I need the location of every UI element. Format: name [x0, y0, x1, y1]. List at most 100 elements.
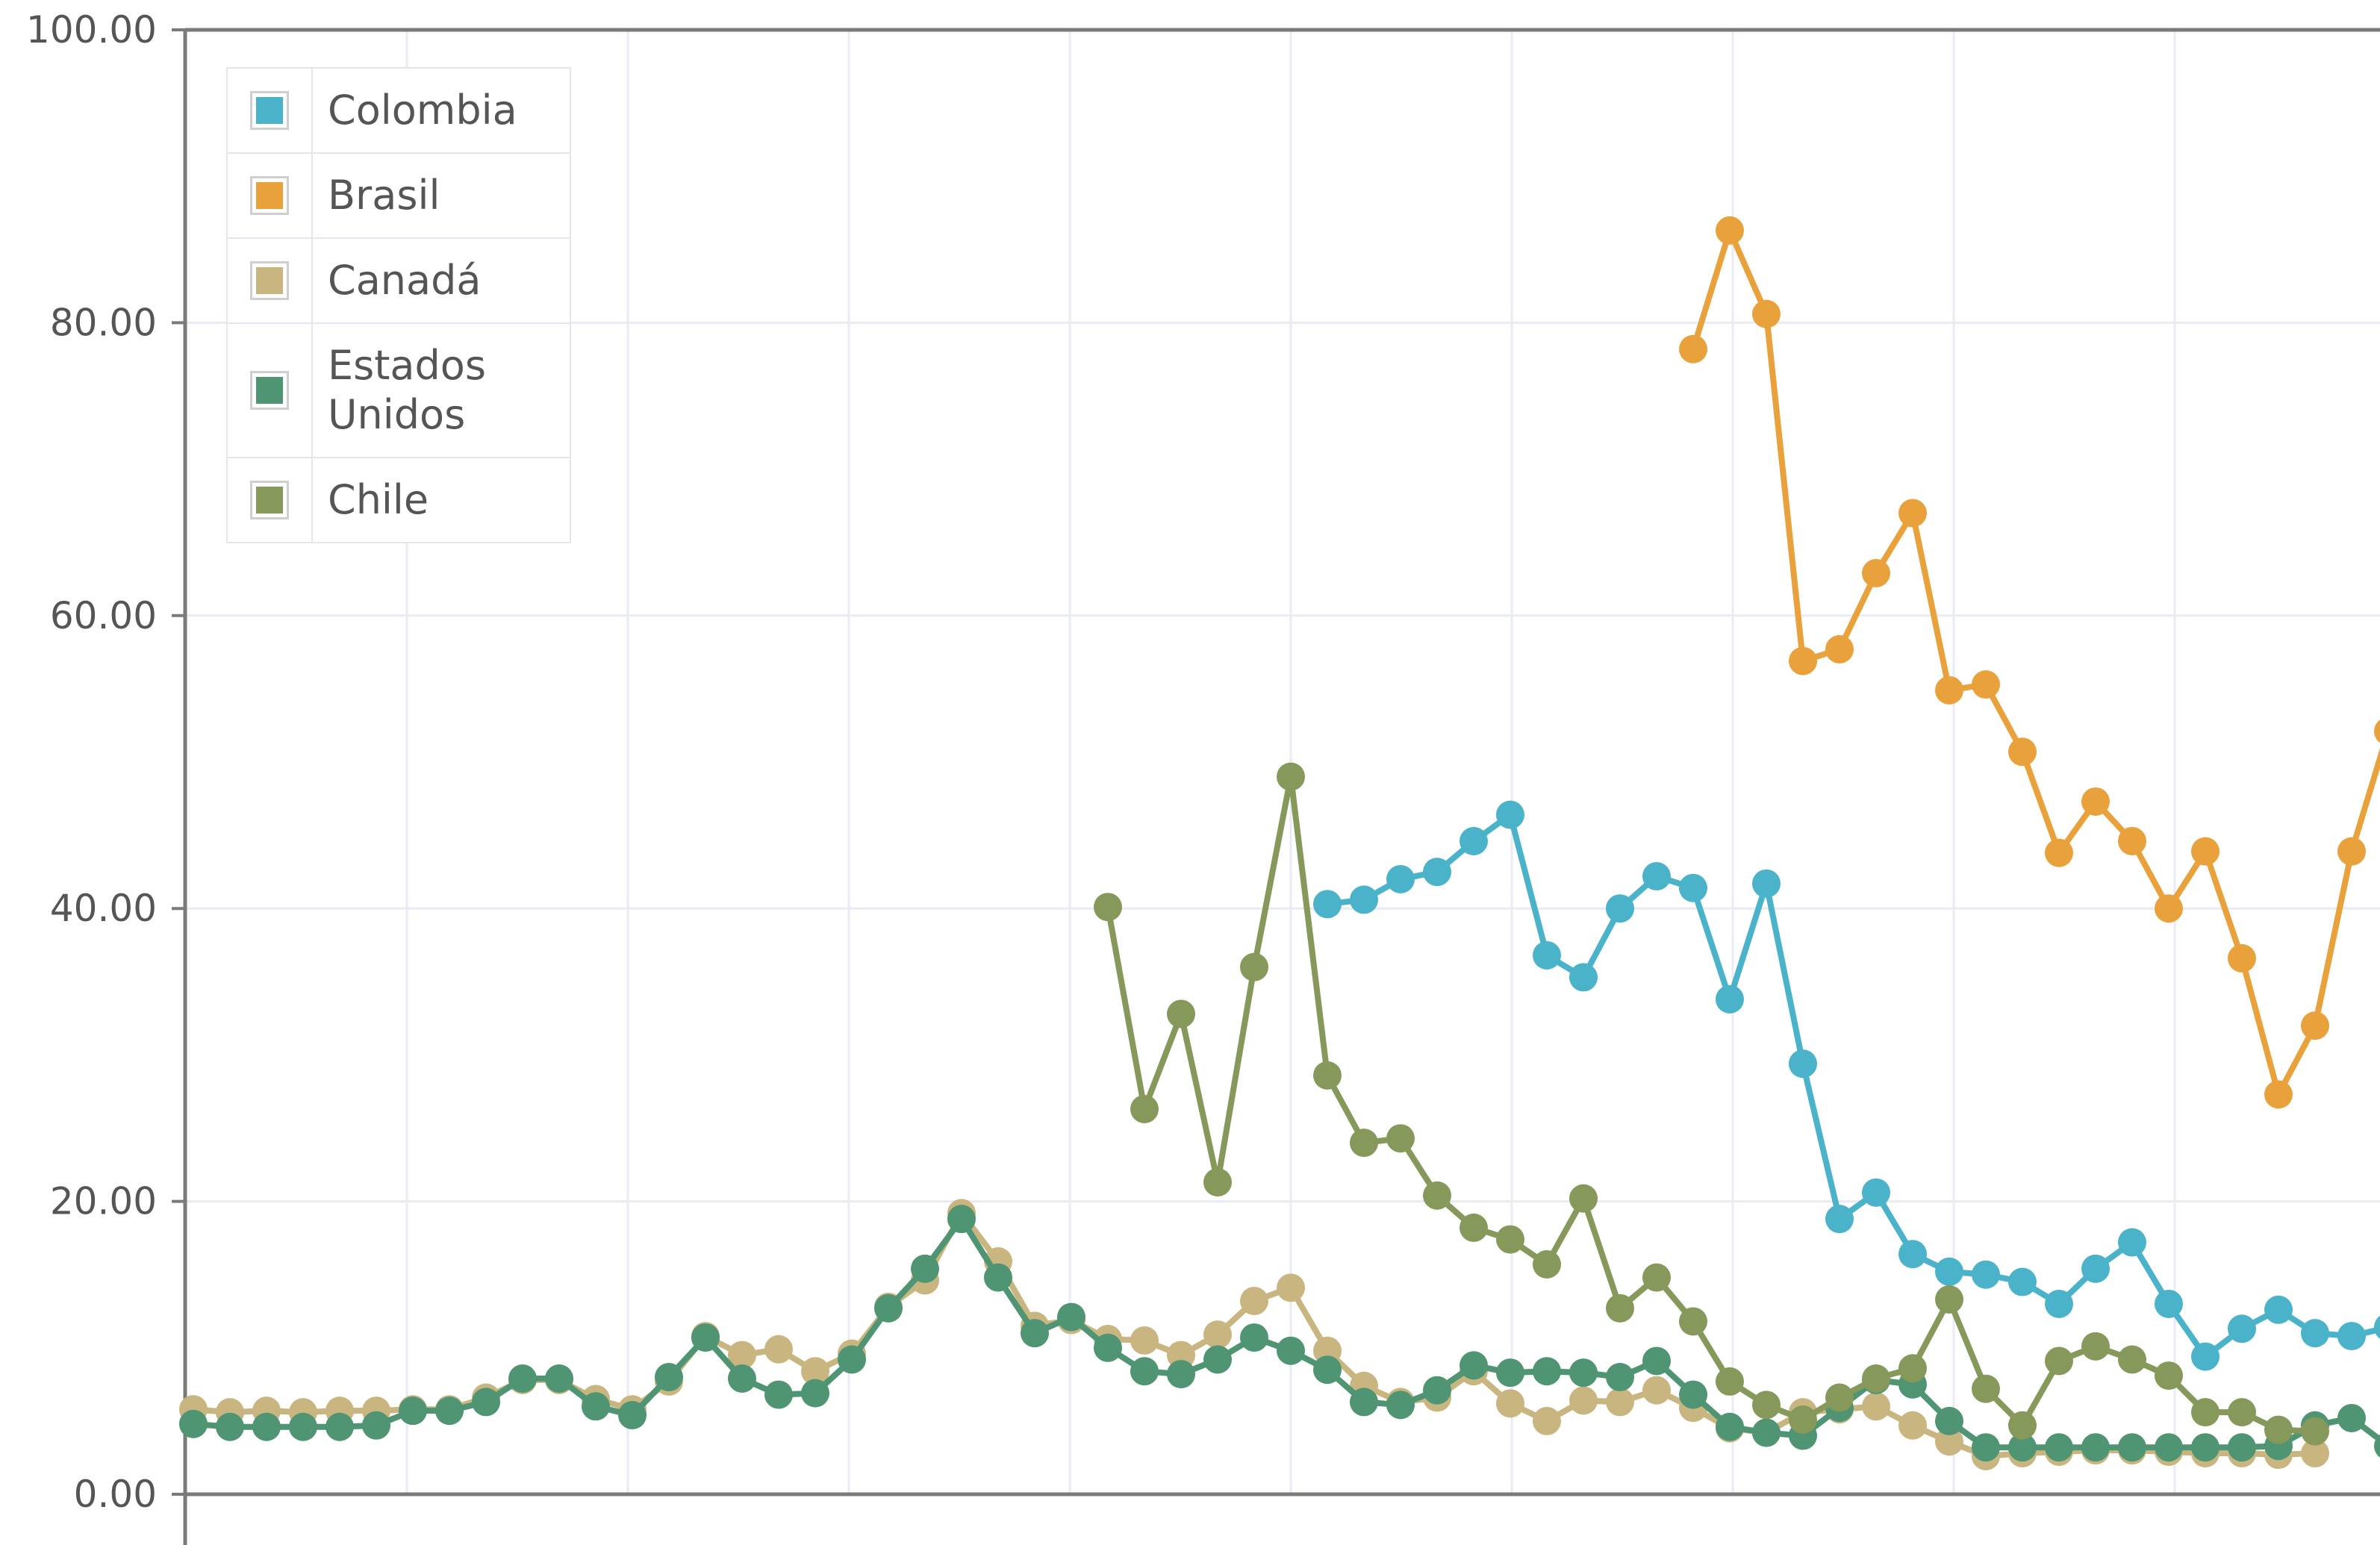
data-point	[1277, 762, 1305, 791]
data-point	[1167, 1360, 1195, 1389]
data-point	[2374, 720, 2380, 743]
data-point	[1862, 1364, 1890, 1393]
data-point	[2264, 1080, 2293, 1109]
data-point	[1789, 1405, 1817, 1434]
y-tick-label: 60.00	[50, 594, 157, 637]
data-point	[1350, 1388, 1378, 1417]
y-tick-label: 100.00	[26, 8, 157, 52]
data-point	[2301, 1319, 2329, 1348]
data-point	[2191, 837, 2219, 866]
data-point	[1167, 999, 1195, 1029]
data-point	[1496, 1389, 1524, 1418]
data-point	[2081, 787, 2110, 816]
data-point	[1935, 675, 1963, 705]
data-point	[2081, 1332, 2110, 1361]
data-point	[2191, 1398, 2219, 1427]
data-point	[1972, 1374, 2000, 1403]
data-point	[545, 1364, 573, 1393]
data-point	[728, 1364, 756, 1393]
data-point	[1789, 1049, 1817, 1079]
data-point	[1533, 940, 1561, 970]
data-point	[1130, 1326, 1159, 1355]
data-point	[2118, 826, 2146, 855]
legend-label-chile: Chile	[328, 476, 429, 523]
data-point	[1313, 890, 1342, 919]
data-point	[1350, 885, 1378, 914]
data-point	[2301, 1439, 2329, 1468]
data-point	[2118, 1228, 2146, 1257]
data-point	[1496, 1358, 1524, 1388]
series-chile	[1094, 762, 2329, 1446]
data-point	[1057, 1302, 1085, 1332]
series-line	[190, 1216, 2380, 1451]
data-point	[1752, 1418, 1781, 1447]
data-point	[1277, 1273, 1305, 1302]
data-point	[1533, 1357, 1561, 1386]
data-point	[1789, 646, 1817, 675]
legend-item-brasil[interactable]: Brasil	[228, 154, 570, 239]
data-point	[2374, 1315, 2380, 1339]
data-point	[1386, 1124, 1415, 1153]
data-point	[1460, 1213, 1488, 1242]
series-brasil	[1679, 216, 2380, 1109]
y-tick-label: 0.00	[74, 1473, 157, 1516]
data-point	[1203, 1345, 1232, 1374]
axes	[183, 28, 2380, 1545]
data-point	[1203, 1320, 1232, 1349]
legend: Colombia Brasil Canadá Estados Unidos Ch…	[226, 67, 571, 543]
data-point	[1423, 1376, 1451, 1405]
data-point	[911, 1254, 939, 1283]
data-point	[1386, 1390, 1415, 1420]
legend-swatch-colombia	[250, 91, 289, 130]
data-point	[2008, 1411, 2037, 1440]
data-point	[1972, 1433, 2000, 1462]
y-tick-label: 40.00	[50, 887, 157, 930]
data-point	[2301, 1417, 2329, 1446]
data-point	[618, 1401, 647, 1430]
legend-label-colombia: Colombia	[328, 87, 517, 134]
legend-item-colombia[interactable]: Colombia	[228, 69, 570, 154]
legend-swatch-estados-unidos	[250, 371, 289, 410]
data-point	[1203, 1168, 1232, 1197]
data-point	[2155, 1289, 2183, 1318]
data-point	[947, 1205, 976, 1234]
series-group	[179, 216, 2380, 1470]
data-point	[252, 1412, 281, 1441]
data-point	[1825, 634, 1854, 664]
data-point	[1277, 1336, 1305, 1365]
legend-label-line1: Estados	[328, 342, 486, 389]
series-line	[1105, 773, 2318, 1435]
data-point	[1716, 984, 1744, 1014]
data-point	[1935, 1406, 1963, 1435]
legend-swatch-chile	[250, 481, 289, 519]
data-point	[399, 1396, 427, 1426]
legend-item-canada[interactable]: Canadá	[228, 239, 570, 324]
data-point	[2008, 737, 2037, 767]
data-point	[2228, 943, 2256, 973]
data-point	[582, 1392, 610, 1421]
data-point	[2155, 894, 2183, 923]
legend-item-estados-unidos[interactable]: Estados Unidos	[228, 324, 570, 458]
data-point	[1898, 1240, 1927, 1269]
legend-swatch-canada	[250, 261, 289, 300]
legend-item-chile[interactable]: Chile	[228, 458, 570, 542]
data-point	[289, 1412, 317, 1441]
data-point	[2008, 1433, 2037, 1462]
data-point	[1569, 1386, 1598, 1415]
data-point	[2228, 1433, 2256, 1462]
data-point	[2337, 837, 2366, 866]
y-tick-label: 20.00	[50, 1180, 157, 1223]
data-point	[1642, 1376, 1671, 1405]
data-point	[1606, 894, 1634, 923]
data-point	[1862, 1178, 1890, 1207]
data-point	[1642, 862, 1671, 891]
data-point	[1825, 1383, 1854, 1412]
data-point	[1862, 1392, 1890, 1421]
data-point	[728, 1340, 756, 1370]
data-point	[2374, 1434, 2380, 1458]
data-point	[1569, 1358, 1598, 1388]
series-estados-unidos	[179, 1205, 2380, 1462]
data-point	[1935, 1257, 1963, 1286]
data-point	[179, 1409, 208, 1438]
